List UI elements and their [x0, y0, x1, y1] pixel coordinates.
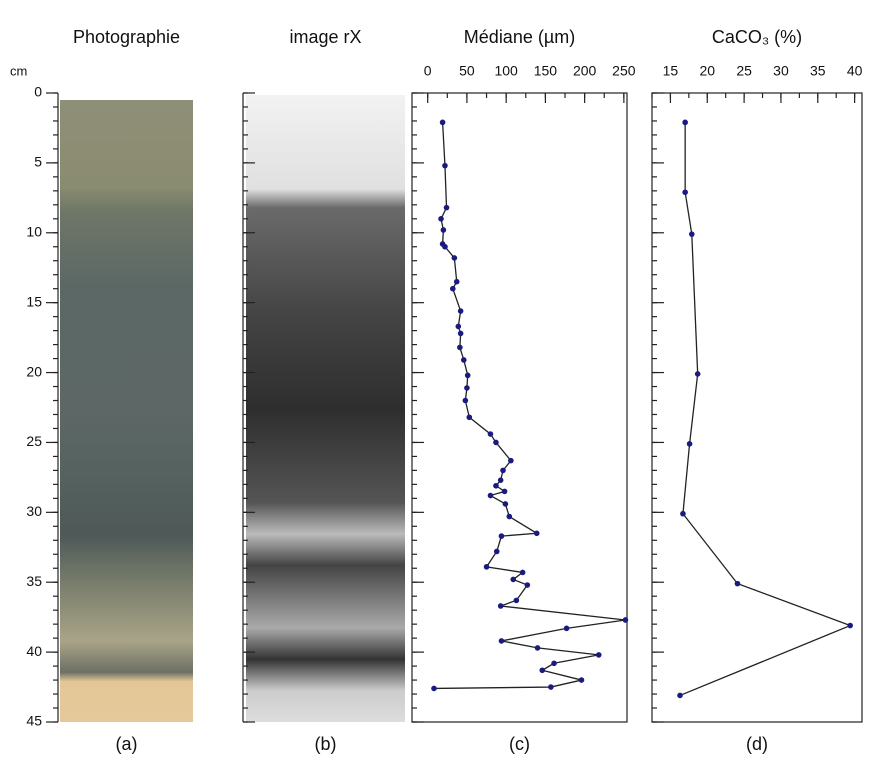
data-point [539, 667, 546, 674]
x-tick-label: 250 [612, 63, 636, 79]
core-xray [246, 95, 405, 722]
y-tick-label: 15 [26, 293, 42, 309]
data-point [534, 645, 541, 651]
data-point [500, 467, 506, 474]
x-tick-label: 100 [494, 63, 518, 79]
y-axis-label: cm [10, 63, 27, 78]
data-point [483, 564, 490, 570]
data-point [734, 580, 741, 587]
data-point [513, 597, 520, 604]
y-tick-label: 5 [34, 154, 42, 170]
y-tick-label: 35 [26, 573, 42, 589]
data-point [501, 488, 508, 495]
data-point [451, 255, 458, 261]
data-point [443, 204, 450, 211]
y-tick-label: 20 [26, 363, 42, 379]
data-point [548, 684, 554, 690]
data-point [502, 501, 509, 507]
x-tick-label: 150 [534, 63, 558, 79]
x-tick-label: 20 [699, 63, 715, 79]
x-tick-label: 200 [573, 63, 597, 79]
plot-frame [651, 92, 863, 723]
x-tick-label: 30 [773, 63, 789, 79]
panel-title: CaCO₃ (%) [712, 27, 802, 47]
panel-label: (b) [315, 734, 337, 754]
data-point [457, 330, 464, 337]
data-point [439, 119, 446, 126]
data-point [551, 660, 557, 667]
data-point [498, 533, 505, 539]
data-point [686, 441, 693, 447]
data-point [694, 371, 701, 377]
data-point [578, 677, 585, 683]
panel-title: Médiane (µm) [464, 27, 575, 47]
x-tick-label: 15 [663, 63, 679, 79]
data-point [450, 285, 456, 292]
data-point [563, 625, 570, 632]
data-point [431, 685, 437, 692]
y-tick-label: 10 [26, 223, 42, 239]
data-point [493, 548, 500, 555]
data-point [497, 603, 504, 609]
data-point [460, 357, 467, 363]
data-point [622, 617, 629, 623]
data-point [519, 569, 526, 576]
data-point [493, 482, 499, 489]
data-point [506, 513, 513, 520]
data-point [462, 397, 469, 404]
y-tick-label: 40 [26, 643, 42, 659]
data-point [682, 189, 688, 196]
data-point [464, 385, 470, 391]
x-tick-label: 50 [459, 63, 475, 79]
data-point [682, 119, 688, 126]
y-tick-label: 45 [26, 713, 42, 729]
data-line [679, 122, 852, 697]
data-point [438, 216, 444, 222]
x-tick-label: 0 [424, 63, 432, 79]
data-point [510, 576, 517, 583]
data-point [595, 652, 602, 658]
data-line [433, 122, 626, 690]
core-photograph [60, 100, 193, 722]
data-point [442, 243, 448, 250]
panel-label: (c) [509, 734, 530, 754]
panel-label: (a) [116, 734, 138, 754]
data-point [680, 510, 686, 517]
data-point [455, 323, 462, 330]
data-point [457, 308, 464, 314]
plot-frame [411, 92, 628, 723]
data-point [466, 414, 473, 421]
data-point [498, 638, 505, 644]
data-point [508, 457, 514, 464]
data-point [487, 431, 494, 437]
data-point [847, 622, 854, 629]
data-point [677, 692, 683, 699]
x-tick-label: 40 [847, 63, 863, 79]
data-point [493, 439, 499, 446]
data-point [464, 372, 471, 379]
panel-label: (d) [746, 734, 768, 754]
y-tick-label: 25 [26, 433, 42, 449]
y-tick-label: 0 [34, 84, 42, 100]
data-point [440, 227, 447, 233]
data-point [442, 162, 448, 169]
data-point [487, 492, 494, 499]
data-point [524, 582, 531, 588]
panel-title: image rX [289, 27, 361, 47]
data-point [688, 231, 695, 237]
x-tick-label: 25 [736, 63, 752, 79]
data-point [533, 530, 540, 537]
panel-title: Photographie [73, 27, 180, 47]
y-tick-label: 30 [26, 503, 42, 519]
data-point [457, 344, 463, 351]
data-point [453, 278, 460, 285]
data-point [497, 477, 504, 483]
x-tick-label: 35 [810, 63, 826, 79]
